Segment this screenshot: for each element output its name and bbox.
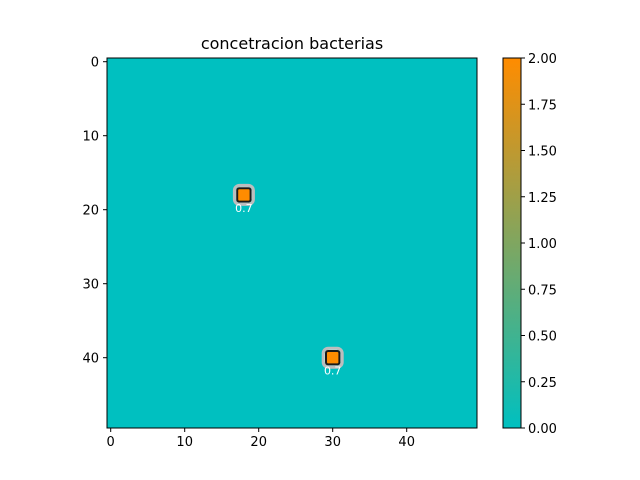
y-axis: 0 10 20 30 40: [82, 56, 107, 367]
colorbar-tick-label: 1.25: [528, 191, 557, 206]
colorbar-tick-label: 0.50: [528, 330, 557, 345]
x-tick-label: 40: [398, 435, 415, 450]
plot-frame: [106, 57, 478, 429]
x-axis: 0 10 20 30 40: [107, 428, 415, 450]
y-tick-label: 0: [91, 56, 99, 71]
contour-ring-outer: [321, 346, 344, 369]
x-tick-label: 30: [324, 435, 341, 450]
colorbar-gradient: [502, 57, 522, 429]
contour-ring-outer: [232, 183, 255, 206]
colorbar-tick-label: 1.00: [528, 237, 557, 252]
chart-title: concetracion bacterias: [201, 34, 383, 53]
heatmap-cell: [325, 350, 341, 366]
y-tick-label: 40: [82, 352, 99, 367]
colorbar-tick-label: 0.25: [528, 376, 557, 391]
contour-label: 0.7: [235, 202, 253, 215]
x-tick-label: 10: [176, 435, 193, 450]
colorbar-tick-label: 1.75: [528, 98, 557, 113]
colorbar-tick-label: 0.75: [528, 283, 557, 298]
contour-label: 0.7: [324, 365, 342, 378]
colorbar-tick-label: 0.00: [528, 422, 557, 437]
colorbar-tick-label: 2.00: [528, 52, 557, 67]
colorbar-tick-label: 1.50: [528, 145, 557, 160]
heatmap-cell: [236, 187, 252, 203]
x-tick-label: 0: [107, 435, 115, 450]
x-tick-label: 20: [250, 435, 267, 450]
colorbar: 0.00 0.25 0.50 0.75 1.00 1.25 1.50 1.75 2.00: [502, 52, 557, 437]
y-tick-label: 30: [82, 278, 99, 293]
y-tick-label: 20: [82, 204, 99, 219]
y-tick-label: 10: [82, 130, 99, 145]
heatmap-background: [107, 58, 477, 428]
plot-area: 0.7 0.7: [106, 57, 478, 429]
